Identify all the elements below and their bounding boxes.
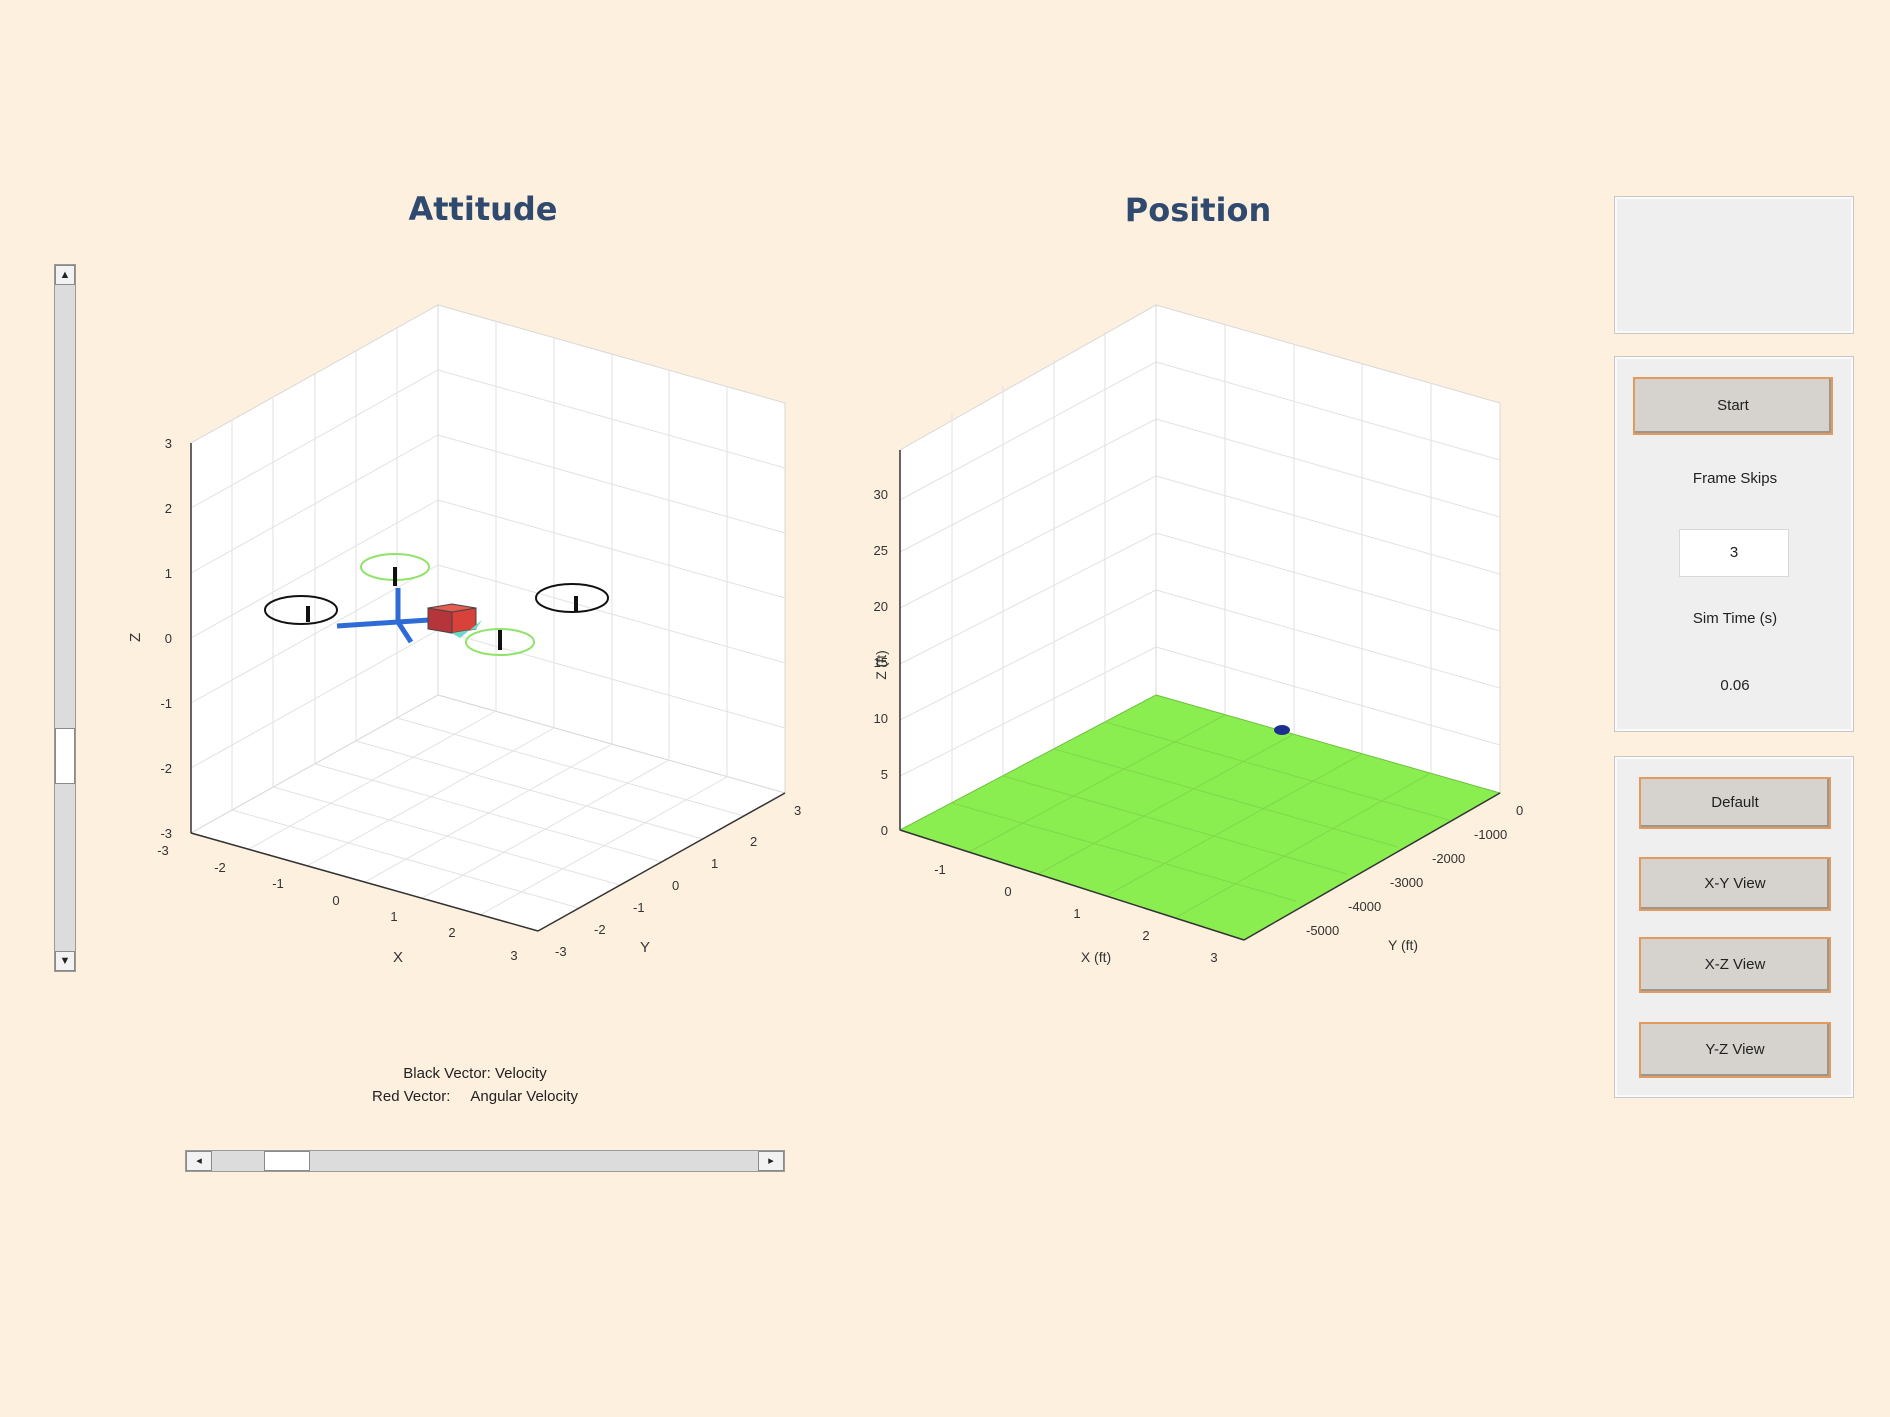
pos-y-tick: 0: [1516, 803, 1523, 818]
pos-x-tick: 1: [1073, 906, 1080, 921]
legend-angular-velocity: Red Vector: Angular Velocity: [372, 1088, 578, 1105]
position-marker: [1274, 725, 1290, 735]
att-y-tick: 2: [750, 834, 757, 849]
xy-view-button[interactable]: X-Y View: [1639, 857, 1831, 911]
pos-z-tick: 30: [874, 487, 888, 502]
pos-y-tick: -4000: [1348, 899, 1381, 914]
pos-z-label: Z (ft): [873, 650, 889, 680]
xz-view-button[interactable]: X-Z View: [1639, 937, 1831, 993]
att-x-tick: -2: [214, 860, 226, 875]
scroll-left-icon[interactable]: ◂: [186, 1151, 212, 1171]
att-z-label: Z: [127, 633, 144, 642]
pos-x-tick: -1: [934, 862, 946, 877]
position-title: Position: [1124, 191, 1272, 229]
position-plot[interactable]: 30 25 20 15 10 5 0 Z (ft) -1 0 1 2 3 X (…: [860, 290, 1580, 1030]
pos-y-tick: -1000: [1474, 827, 1507, 842]
pos-z-tick: 15: [874, 655, 888, 670]
att-x-tick: -3: [157, 843, 169, 858]
pos-z-tick: 0: [881, 823, 888, 838]
pos-x-label: X (ft): [1081, 949, 1111, 965]
pos-z-tick: 5: [881, 767, 888, 782]
att-y-tick: 1: [711, 856, 718, 871]
attitude-title: Attitude: [408, 190, 558, 228]
att-z-tick: -2: [160, 761, 172, 776]
scroll-right-icon[interactable]: ▸: [758, 1151, 784, 1171]
start-button[interactable]: Start: [1633, 377, 1833, 435]
att-y-tick: -3: [555, 944, 567, 959]
att-z-tick: -1: [160, 696, 172, 711]
pos-z-tick: 20: [874, 599, 888, 614]
sim-time-label: Sim Time (s): [1692, 610, 1778, 627]
default-view-button[interactable]: Default: [1639, 777, 1831, 829]
att-y-label: Y: [640, 939, 650, 956]
att-z-tick: 1: [165, 566, 172, 581]
pos-z-tick: 10: [874, 711, 888, 726]
att-x-tick: -1: [272, 876, 284, 891]
frame-skips-label: Frame Skips: [1692, 470, 1778, 487]
pos-x-tick: 0: [1004, 884, 1011, 899]
legend-velocity: Black Vector: Velocity: [403, 1065, 547, 1082]
att-x-tick: 0: [332, 893, 339, 908]
frame-skips-input[interactable]: 3: [1679, 529, 1789, 577]
att-x-tick: 1: [390, 909, 397, 924]
pos-z-tick: 25: [874, 543, 888, 558]
att-y-tick: 3: [794, 803, 801, 818]
sim-time-value: 0.06: [1720, 677, 1750, 694]
att-x-label: X: [393, 949, 403, 966]
info-panel: [1614, 196, 1854, 334]
vertical-scrollbar[interactable]: ▲ ▼: [54, 264, 76, 972]
pos-y-label: Y (ft): [1388, 937, 1418, 953]
view-panel: Default X-Y View X-Z View Y-Z View: [1614, 756, 1854, 1098]
pos-y-tick: -5000: [1306, 923, 1339, 938]
pos-x-tick: 2: [1142, 928, 1149, 943]
pos-y-tick: -3000: [1390, 875, 1423, 890]
att-y-tick: -1: [633, 900, 645, 915]
attitude-plot[interactable]: 3 2 1 0 -1 -2 -3 Z -3 -2 -1 0 1 2 3 X -3…: [110, 290, 830, 1030]
scroll-down-icon[interactable]: ▼: [55, 951, 75, 971]
att-x-tick: 3: [510, 948, 517, 963]
att-x-tick: 2: [448, 925, 455, 940]
att-z-tick: -3: [160, 826, 172, 841]
att-z-tick: 2: [165, 501, 172, 516]
scroll-up-icon[interactable]: ▲: [55, 265, 75, 285]
att-z-tick: 3: [165, 436, 172, 451]
control-panel: Start Frame Skips 3 Sim Time (s) 0.06: [1614, 356, 1854, 732]
quadcopter-model: [264, 553, 609, 656]
yz-view-button[interactable]: Y-Z View: [1639, 1022, 1831, 1078]
att-y-tick: 0: [672, 878, 679, 893]
att-z-tick: 0: [165, 631, 172, 646]
pos-y-tick: -2000: [1432, 851, 1465, 866]
att-y-tick: -2: [594, 922, 606, 937]
horizontal-scroll-thumb[interactable]: [264, 1151, 310, 1171]
horizontal-scrollbar[interactable]: ◂ ▸: [185, 1150, 785, 1172]
vertical-scroll-thumb[interactable]: [55, 728, 75, 784]
pos-x-tick: 3: [1210, 950, 1217, 965]
